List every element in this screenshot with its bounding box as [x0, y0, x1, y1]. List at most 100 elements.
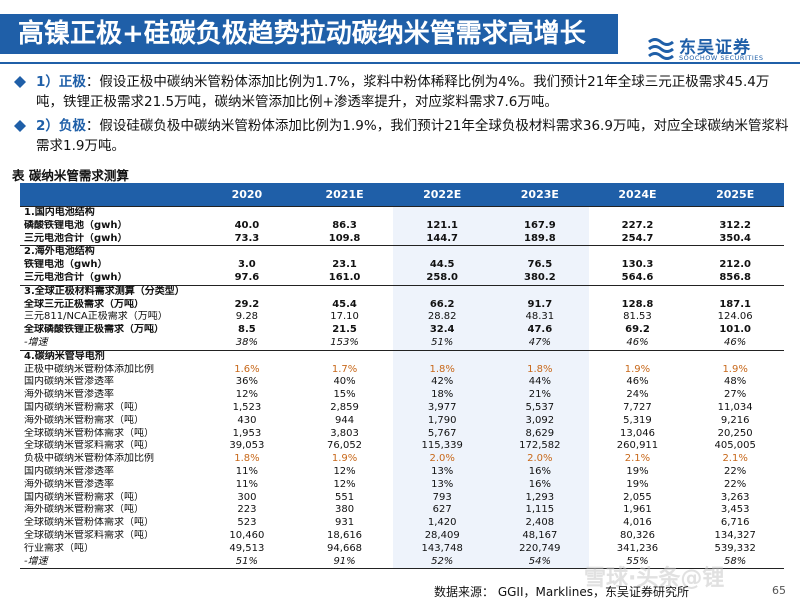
row-label: 海外碳纳米管渗透率	[24, 478, 114, 490]
table-cell: 144.7	[393, 232, 492, 246]
table-cell: 80,326	[619, 529, 655, 541]
bullet-lead: 2）负极	[36, 118, 86, 134]
table-cell: 39,053	[229, 440, 265, 452]
table-row: -增速 38% 153% 51% 47% 46% 46%	[20, 336, 784, 351]
table-header-row: 2020 2021E 2022E 2023E 2024E 2025E	[20, 183, 784, 207]
table-cell: 12%	[333, 478, 356, 490]
table-cell: 58%	[686, 555, 784, 570]
table-cell	[295, 349, 394, 364]
table-cell: 793	[393, 491, 492, 505]
table-cell: 49,513	[229, 542, 265, 554]
table-cell: 944	[335, 414, 355, 426]
table-cell	[295, 205, 394, 220]
table-cell: 69.2	[625, 324, 650, 336]
table-row: 三元电池合计（gwh） 73.3 109.8 144.7 189.8 254.7 350.4	[20, 232, 784, 246]
table-cell: 48.31	[491, 311, 589, 325]
table-row: 全球碳纳米管浆料需求（吨） 39,053 76,052 115,339 172,582 2…	[20, 440, 784, 454]
table-cell	[198, 349, 296, 364]
source-note: 数据来源： GGII，Marklines，东吴证券研究所	[434, 585, 689, 599]
table-cell: 19%	[626, 465, 649, 477]
table-cell	[198, 284, 296, 299]
table-cell: 6,716	[720, 517, 750, 529]
table-cell: 551	[335, 491, 355, 503]
table-cell: 2.0%	[491, 453, 589, 466]
table-cell: 1.9%	[624, 363, 651, 375]
header: 高镍正极+硅碳负极趋势拉动碳纳米管需求高增长 东吴证券 SOOCHOW SECU…	[0, 0, 800, 64]
table-cell: 380.2	[491, 271, 589, 286]
brand-name: 东吴证券	[679, 38, 751, 58]
table-cell	[686, 205, 784, 220]
row-label: 2.海外电池结构	[20, 245, 199, 260]
row-label: 正极中碳纳米管粉体添加比例	[24, 363, 154, 375]
table-cell: 220,749	[491, 542, 589, 556]
table-cell	[198, 205, 296, 220]
table-cell	[393, 284, 492, 299]
table-cell: 76,052	[327, 440, 363, 452]
table-cell: 16%	[491, 465, 589, 479]
table-cell	[295, 284, 394, 299]
bullet-item: 1）正极：假设正极中碳纳米管粉体添加比例为1.7%，浆料中粉体稀释比例为4%。我…	[14, 72, 789, 112]
table-cell: 130.3	[621, 259, 654, 271]
row-label: 1.国内电池结构	[20, 205, 199, 220]
table-cell: 36%	[235, 376, 259, 388]
table-cell: 51%	[198, 555, 296, 570]
table-cell: 1,790	[393, 414, 492, 428]
table-cell: 2.1%	[624, 453, 651, 465]
brand-name-en: SOOCHOW SECURITIES	[679, 54, 764, 62]
table-cell	[588, 205, 687, 220]
table-row: 全球三元正极需求（万吨） 29.2 45.4 66.2 91.7 128.8 187.1	[20, 298, 784, 312]
table-cell: 115,339	[393, 440, 492, 454]
diamond-bullet-icon	[14, 120, 26, 132]
table-cell: 21%	[491, 389, 589, 402]
table-cell: 1.6%	[234, 363, 260, 375]
table-cell: 350.4	[719, 232, 751, 244]
table-cell: 51%	[393, 336, 492, 351]
table-cell: 46%	[626, 376, 649, 388]
table-cell: 40.0	[234, 219, 260, 231]
table-cell: 2,055	[623, 491, 652, 503]
table-cell: 5,319	[623, 414, 652, 426]
table-cell: 21.5	[332, 324, 357, 336]
table-cell	[393, 245, 492, 260]
table-cell: 153%	[330, 336, 359, 348]
table-cell: 143,748	[393, 542, 492, 556]
table-cell: 3,803	[330, 427, 359, 439]
row-label: 全球碳纳米管粉体需求（吨）	[24, 427, 154, 439]
title-bar: 高镍正极+硅碳负极趋势拉动碳纳米管需求高增长	[0, 14, 618, 54]
table-cell: 1,953	[232, 427, 262, 439]
table-cell: 5,767	[393, 427, 492, 441]
table-cell	[588, 284, 687, 299]
table-cell: 212.0	[719, 259, 751, 271]
table-cell: 52%	[393, 555, 492, 570]
table-cell	[491, 205, 589, 220]
row-label: 国内碳纳米管粉需求（吨）	[24, 491, 144, 503]
table-cell: 223	[237, 504, 257, 516]
table-row: 磷酸铁锂电池（gwh） 40.0 86.3 121.1 167.9 227.2 312.2	[20, 219, 784, 233]
table-row: 国内碳纳米管粉需求（吨） 1,523 2,859 3,977 5,537 7,727 11,…	[20, 401, 784, 415]
table-cell: 161.0	[328, 271, 361, 283]
table-cell: 1,961	[623, 504, 652, 516]
table-cell: 38%	[235, 336, 259, 348]
table-cell	[393, 349, 492, 364]
table-cell: 124.06	[717, 311, 753, 323]
table-cell: 28,409	[393, 529, 492, 543]
table-caption: 表 碳纳米管需求测算	[12, 168, 129, 183]
row-label: 负极中碳纳米管粉体添加比例	[24, 453, 154, 465]
table-cell: 128.8	[621, 298, 654, 310]
table-cell: 134,327	[714, 529, 756, 541]
table-cell: 76.5	[491, 259, 589, 272]
page-title: 高镍正极+硅碳负极趋势拉动碳纳米管需求高增长	[18, 19, 586, 49]
table-cell: 23.1	[332, 259, 357, 271]
table-cell: 55%	[588, 555, 687, 570]
row-label: 全球碳纳米管浆料需求（吨）	[24, 440, 154, 452]
table-cell: 856.8	[719, 271, 751, 283]
table-cell: 2,859	[330, 401, 359, 413]
row-label: 三元电池合计（gwh）	[24, 232, 128, 244]
table-cell: 86.3	[332, 219, 357, 231]
table-cell: 1,420	[393, 517, 492, 530]
table-cell: 2,408	[491, 517, 589, 530]
table-cell	[588, 245, 687, 260]
bullet-lead: 1）正极	[36, 74, 86, 90]
table-cell: 1,115	[491, 504, 589, 518]
table-cell: 29.2	[234, 298, 260, 310]
